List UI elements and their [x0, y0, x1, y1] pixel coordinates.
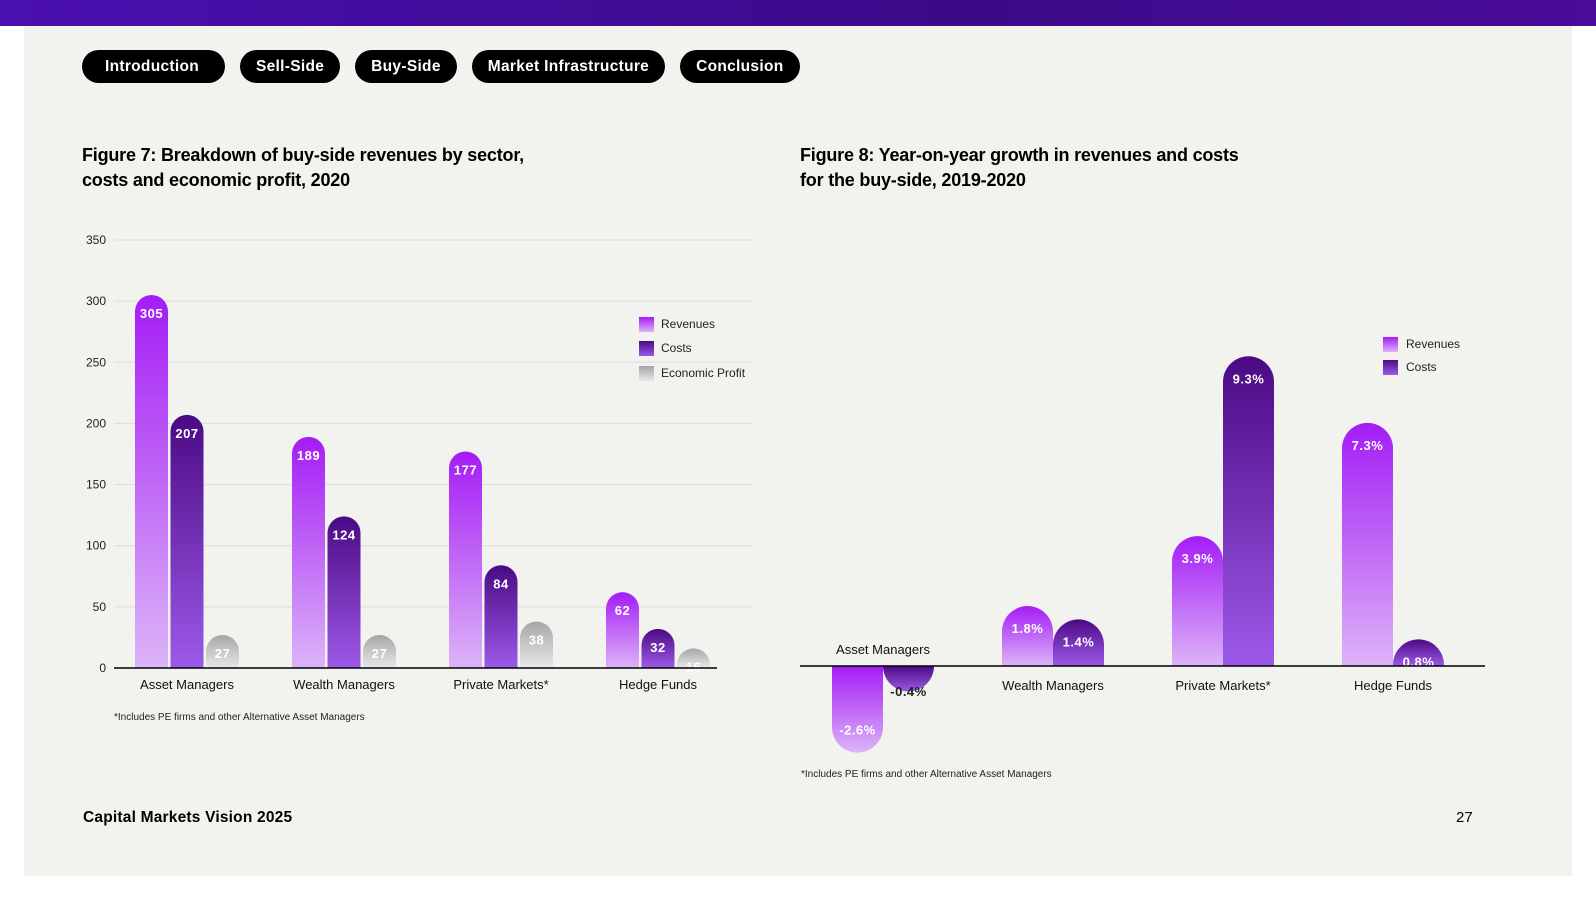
- figure-8-title-line-2: for the buy-side, 2019-2020: [800, 170, 1026, 190]
- figure-8-footnote: *Includes PE firms and other Alternative…: [801, 769, 1052, 780]
- data-label-economic-profit-private-markets: 38: [529, 633, 544, 648]
- data-label-economic-profit-wealth-managers: 27: [372, 646, 387, 661]
- section-nav: Introduction Sell-Side Buy-Side Market I…: [82, 50, 800, 84]
- tab-sell-side[interactable]: Sell-Side: [240, 50, 341, 83]
- bar-costs-asset-managers: [883, 666, 934, 692]
- data-label-revenues-hedge-funds: 7.3%: [1352, 438, 1384, 453]
- legend-label-costs: Costs: [661, 341, 692, 355]
- data-label-revenues-asset-managers: -2.6%: [839, 723, 875, 738]
- data-label-costs-private-markets: 9.3%: [1233, 371, 1265, 386]
- bar-costs-wealth-managers: [1053, 619, 1104, 666]
- bar-costs-asset-managers: [170, 414, 204, 668]
- data-label-costs-hedge-funds: 32: [650, 640, 665, 655]
- bar-economic-profit-asset-managers: [206, 634, 239, 668]
- bar-revenues-wealth-managers: [292, 436, 325, 668]
- figure-7-title: Figure 7: Breakdown of buy-side revenues…: [82, 143, 524, 193]
- legend-swatch-revenues: [1383, 337, 1398, 352]
- x-tick-label-wealth-managers: Wealth Managers: [293, 677, 395, 692]
- bar-economic-profit-private-markets: [520, 621, 553, 668]
- figure-7-footnote: *Includes PE firms and other Alternative…: [114, 712, 365, 723]
- data-label-costs-asset-managers: -0.4%: [890, 684, 926, 699]
- y-tick-label: 100: [86, 539, 106, 553]
- report-page: Introduction Sell-Side Buy-Side Market I…: [24, 26, 1572, 876]
- bar-costs-hedge-funds: [1393, 639, 1444, 666]
- y-tick-label: 50: [93, 600, 107, 614]
- data-label-costs-wealth-managers: 1.4%: [1063, 634, 1095, 649]
- y-tick-label: 350: [86, 233, 106, 247]
- x-tick-label-hedge-funds: Hedge Funds: [619, 677, 698, 692]
- data-label-costs-wealth-managers: 124: [332, 527, 355, 542]
- data-label-revenues-wealth-managers: 189: [297, 448, 320, 463]
- x-tick-label-hedge-funds: Hedge Funds: [1354, 678, 1433, 693]
- legend-swatch-revenues: [639, 317, 654, 332]
- legend-label-costs: Costs: [1406, 360, 1437, 374]
- bar-costs-hedge-funds: [641, 628, 675, 668]
- data-label-revenues-asset-managers: 305: [140, 306, 163, 321]
- bar-revenues-hedge-funds: [606, 592, 639, 668]
- bar-economic-profit-hedge-funds: [677, 648, 710, 668]
- figure-7-title-line-2: costs and economic profit, 2020: [82, 170, 350, 190]
- data-label-revenues-private-markets: 3.9%: [1182, 551, 1214, 566]
- tab-conclusion[interactable]: Conclusion: [680, 50, 800, 83]
- figure-7-chart: 0 50 100 150 200 250 300 350 305 207 27 Asset Manag…: [86, 233, 753, 692]
- legend-swatch-costs: [1383, 360, 1398, 375]
- x-tick-label-asset-managers: Asset Managers: [836, 642, 930, 657]
- report-title: Capital Markets Vision 2025: [83, 809, 293, 826]
- legend-label-revenues: Revenues: [1406, 337, 1460, 351]
- figure-8-legend: Revenues Costs: [1383, 337, 1460, 375]
- legend-label-economic-profit: Economic Profit: [661, 366, 746, 380]
- data-label-economic-profit-asset-managers: 27: [215, 646, 230, 661]
- data-label-revenues-private-markets: 177: [454, 463, 477, 478]
- figure-8-title: Figure 8: Year-on-year growth in revenue…: [800, 143, 1239, 193]
- legend-swatch-economic-profit: [639, 366, 654, 381]
- x-tick-label-private-markets: Private Markets*: [453, 677, 548, 692]
- data-label-economic-profit-hedge-funds: 16: [686, 659, 701, 674]
- data-label-costs-hedge-funds: 0.8%: [1403, 654, 1435, 669]
- figure-7-legend: Revenues Costs Economic Profit: [639, 317, 746, 381]
- figure-7-title-line-1: Figure 7: Breakdown of buy-side revenues…: [82, 145, 524, 165]
- bar-revenues-private-markets: [449, 451, 482, 668]
- bar-revenues-asset-managers: [832, 666, 883, 753]
- x-tick-label-wealth-managers: Wealth Managers: [1002, 678, 1104, 693]
- y-tick-label: 300: [86, 294, 106, 308]
- data-label-costs-asset-managers: 207: [175, 426, 198, 441]
- figure-8-chart: -2.6% -0.4% Asset Managers 1.8% 1.4% Wealth M…: [800, 337, 1485, 753]
- x-tick-label-private-markets: Private Markets*: [1175, 678, 1270, 693]
- legend-label-revenues: Revenues: [661, 317, 715, 331]
- bar-costs-wealth-managers: [327, 516, 361, 668]
- legend-swatch-costs: [639, 341, 654, 356]
- tab-market-infrastructure[interactable]: Market Infrastructure: [471, 50, 666, 83]
- top-banner: [0, 0, 1596, 26]
- tab-buy-side[interactable]: Buy-Side: [355, 50, 457, 83]
- bar-revenues-wealth-managers: [1002, 606, 1053, 666]
- bar-revenues-private-markets: [1172, 536, 1223, 666]
- y-tick-label: 250: [86, 355, 106, 369]
- bar-revenues-hedge-funds: [1342, 422, 1393, 666]
- y-tick-label: 200: [86, 416, 106, 430]
- bar-economic-profit-wealth-managers: [363, 634, 396, 668]
- figure-8-title-line-1: Figure 8: Year-on-year growth in revenue…: [800, 145, 1239, 165]
- page-number: 27: [1456, 809, 1473, 826]
- bar-costs-private-markets: [484, 565, 518, 668]
- figure-7-gridlines: 0 50 100 150 200 250 300 350: [86, 233, 753, 675]
- y-tick-label: 0: [99, 661, 106, 675]
- data-label-revenues-hedge-funds: 62: [615, 603, 630, 618]
- data-label-revenues-wealth-managers: 1.8%: [1012, 621, 1044, 636]
- y-tick-label: 150: [86, 478, 106, 492]
- data-label-costs-private-markets: 84: [493, 576, 509, 591]
- tab-introduction[interactable]: Introduction: [82, 50, 225, 83]
- x-tick-label-asset-managers: Asset Managers: [140, 677, 234, 692]
- bar-costs-private-markets: [1223, 356, 1274, 666]
- bar-revenues-asset-managers: [135, 295, 168, 668]
